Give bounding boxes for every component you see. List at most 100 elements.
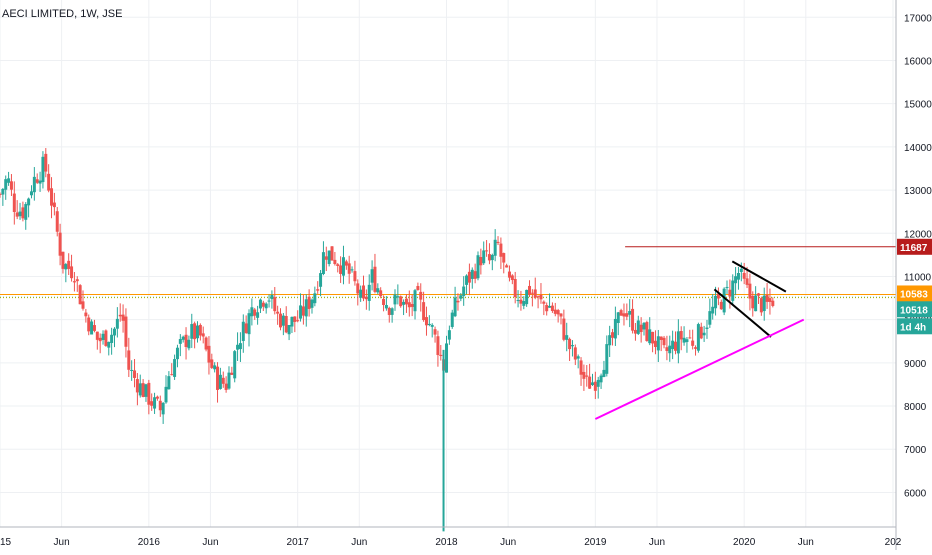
grid-lines bbox=[0, 0, 896, 527]
candle-body bbox=[293, 316, 297, 322]
candle-body bbox=[410, 303, 414, 307]
price-axis[interactable]: 6000700080009000100001100012000130001400… bbox=[904, 13, 932, 499]
candle-body bbox=[55, 211, 59, 232]
candle-body bbox=[505, 265, 509, 268]
candle-body bbox=[714, 295, 718, 309]
candle-body bbox=[107, 341, 111, 348]
candle-body bbox=[542, 301, 546, 304]
time-tick-label: 2017 bbox=[287, 537, 310, 548]
candle-body bbox=[336, 264, 340, 266]
candle-body bbox=[38, 180, 42, 184]
candle-body bbox=[754, 295, 758, 312]
candle-series bbox=[0, 148, 775, 532]
time-tick-label: 2015 bbox=[0, 537, 12, 548]
last-price-tag: 10583 bbox=[900, 289, 928, 300]
time-tick-label: Jun bbox=[798, 537, 814, 548]
candle-body bbox=[167, 376, 171, 390]
candle-body bbox=[350, 269, 354, 271]
candle-body bbox=[301, 306, 305, 316]
candle-body bbox=[396, 296, 400, 298]
candle-body bbox=[64, 264, 68, 270]
candle-body bbox=[339, 265, 343, 274]
candle-body bbox=[536, 296, 540, 298]
close-price-tag-bg bbox=[897, 301, 932, 318]
candle-body bbox=[673, 341, 677, 351]
candle-body bbox=[493, 239, 497, 256]
candle-body bbox=[178, 339, 182, 344]
candle-body bbox=[316, 289, 320, 291]
candle-body bbox=[548, 305, 552, 308]
candle-body bbox=[367, 284, 371, 301]
resistance-price-tag: 11687 bbox=[900, 243, 928, 254]
support-trendline bbox=[594, 318, 805, 420]
candle-body bbox=[447, 330, 451, 340]
candle-body bbox=[70, 266, 74, 279]
candle-body bbox=[436, 336, 440, 356]
price-tick-label: 14000 bbox=[904, 143, 932, 154]
candle-body bbox=[702, 332, 706, 336]
candle-body bbox=[284, 316, 288, 333]
candle-body bbox=[399, 296, 403, 307]
candle-body bbox=[579, 360, 583, 375]
trend-drawings[interactable] bbox=[594, 260, 805, 420]
candle-body bbox=[52, 202, 56, 208]
candle-body bbox=[453, 297, 457, 317]
candle-body bbox=[745, 278, 749, 285]
candle-body bbox=[708, 311, 712, 325]
candle-body bbox=[699, 326, 703, 339]
candle-body bbox=[751, 295, 755, 309]
candle-body bbox=[253, 309, 257, 316]
candle-body bbox=[379, 290, 383, 297]
candle-body bbox=[276, 311, 280, 314]
candle-body bbox=[279, 313, 283, 328]
candle-body bbox=[585, 375, 589, 377]
candle-body bbox=[642, 322, 646, 330]
candle-body bbox=[110, 334, 114, 343]
candle-body bbox=[304, 299, 308, 317]
candle-body bbox=[462, 286, 466, 296]
candle-body bbox=[525, 289, 529, 305]
candle-body bbox=[576, 356, 580, 359]
candle-body bbox=[602, 369, 606, 377]
candle-body bbox=[0, 193, 2, 195]
candle-body bbox=[184, 334, 188, 347]
candle-body bbox=[659, 336, 663, 341]
candle-body bbox=[668, 345, 672, 354]
candle-body bbox=[216, 366, 220, 390]
candle-body bbox=[58, 232, 62, 256]
candle-body bbox=[307, 296, 311, 309]
price-tick-label: 9000 bbox=[904, 359, 927, 370]
candle-body bbox=[264, 303, 268, 309]
time-axis[interactable]: 2015 Jun 2016 Jun 2017 Jun 2018 Jun 2019 Jun 2020 J… bbox=[0, 537, 902, 548]
candle-body bbox=[711, 306, 715, 314]
candle-body bbox=[516, 300, 520, 302]
candle-body bbox=[61, 251, 65, 269]
candle-body bbox=[95, 331, 99, 340]
candle-body bbox=[359, 289, 363, 298]
candle-body bbox=[204, 337, 208, 350]
candle-body bbox=[382, 298, 386, 305]
candle-body bbox=[590, 382, 594, 386]
candle-body bbox=[582, 371, 586, 379]
candle-body bbox=[299, 305, 303, 319]
candle-body bbox=[671, 340, 675, 350]
candle-body bbox=[679, 331, 683, 340]
candle-body bbox=[476, 255, 480, 279]
candle-body bbox=[734, 276, 738, 284]
price-tick-label: 11000 bbox=[904, 272, 932, 283]
candle-body bbox=[21, 207, 25, 219]
candle-body bbox=[636, 320, 640, 334]
close-price-tag: 10518 bbox=[900, 305, 928, 316]
candle-body bbox=[98, 337, 102, 342]
candle-body bbox=[545, 305, 549, 312]
candle-body bbox=[81, 301, 85, 309]
candle-body bbox=[651, 331, 655, 344]
candle-body bbox=[267, 300, 271, 302]
candle-body bbox=[207, 345, 211, 363]
candle-body bbox=[427, 323, 431, 325]
candle-body bbox=[144, 384, 148, 397]
time-tick-label: 2016 bbox=[138, 537, 161, 548]
candle-body bbox=[247, 313, 251, 335]
